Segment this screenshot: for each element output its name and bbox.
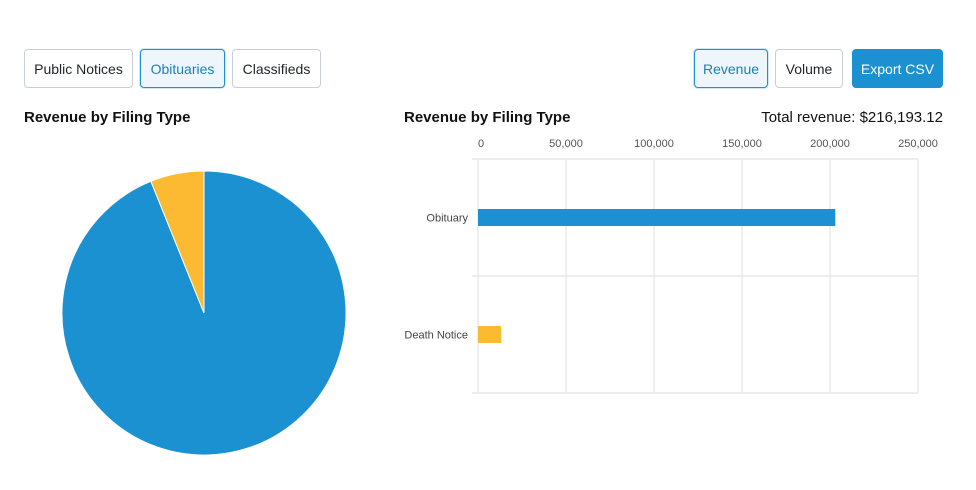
x-tick-label: 0: [478, 138, 484, 150]
x-tick-label: 50,000: [549, 138, 583, 150]
tab-public-notices[interactable]: Public Notices: [24, 49, 133, 88]
tab-obituaries[interactable]: Obituaries: [140, 49, 225, 88]
bar-obituary[interactable]: [478, 209, 836, 226]
x-tick-label: 200,000: [810, 138, 850, 150]
x-tick-label: 150,000: [722, 138, 762, 150]
bar-chart-title: Revenue by Filing Type: [404, 109, 571, 126]
x-tick-label: 250,000: [898, 138, 938, 150]
export-csv-button[interactable]: Export CSV: [852, 49, 943, 88]
y-category-label: Obituary: [426, 213, 468, 225]
pie-chart-title: Revenue by Filing Type: [24, 109, 191, 126]
pie-chart: [61, 170, 347, 456]
pie-slice-death-notice[interactable]: [150, 170, 205, 314]
x-tick-label: 100,000: [634, 138, 674, 150]
metric-volume-button[interactable]: Volume: [775, 49, 843, 88]
y-category-label: Death Notice: [404, 330, 468, 342]
bar-death-notice[interactable]: [478, 326, 502, 343]
metric-revenue-button[interactable]: Revenue: [694, 49, 768, 88]
tab-classifieds[interactable]: Classifieds: [232, 49, 321, 88]
total-revenue-label: Total revenue: $216,193.12: [761, 109, 943, 126]
bar-chart: 0 50,000 100,000 150,000 200,000 250,000 Obitu…: [404, 138, 938, 394]
